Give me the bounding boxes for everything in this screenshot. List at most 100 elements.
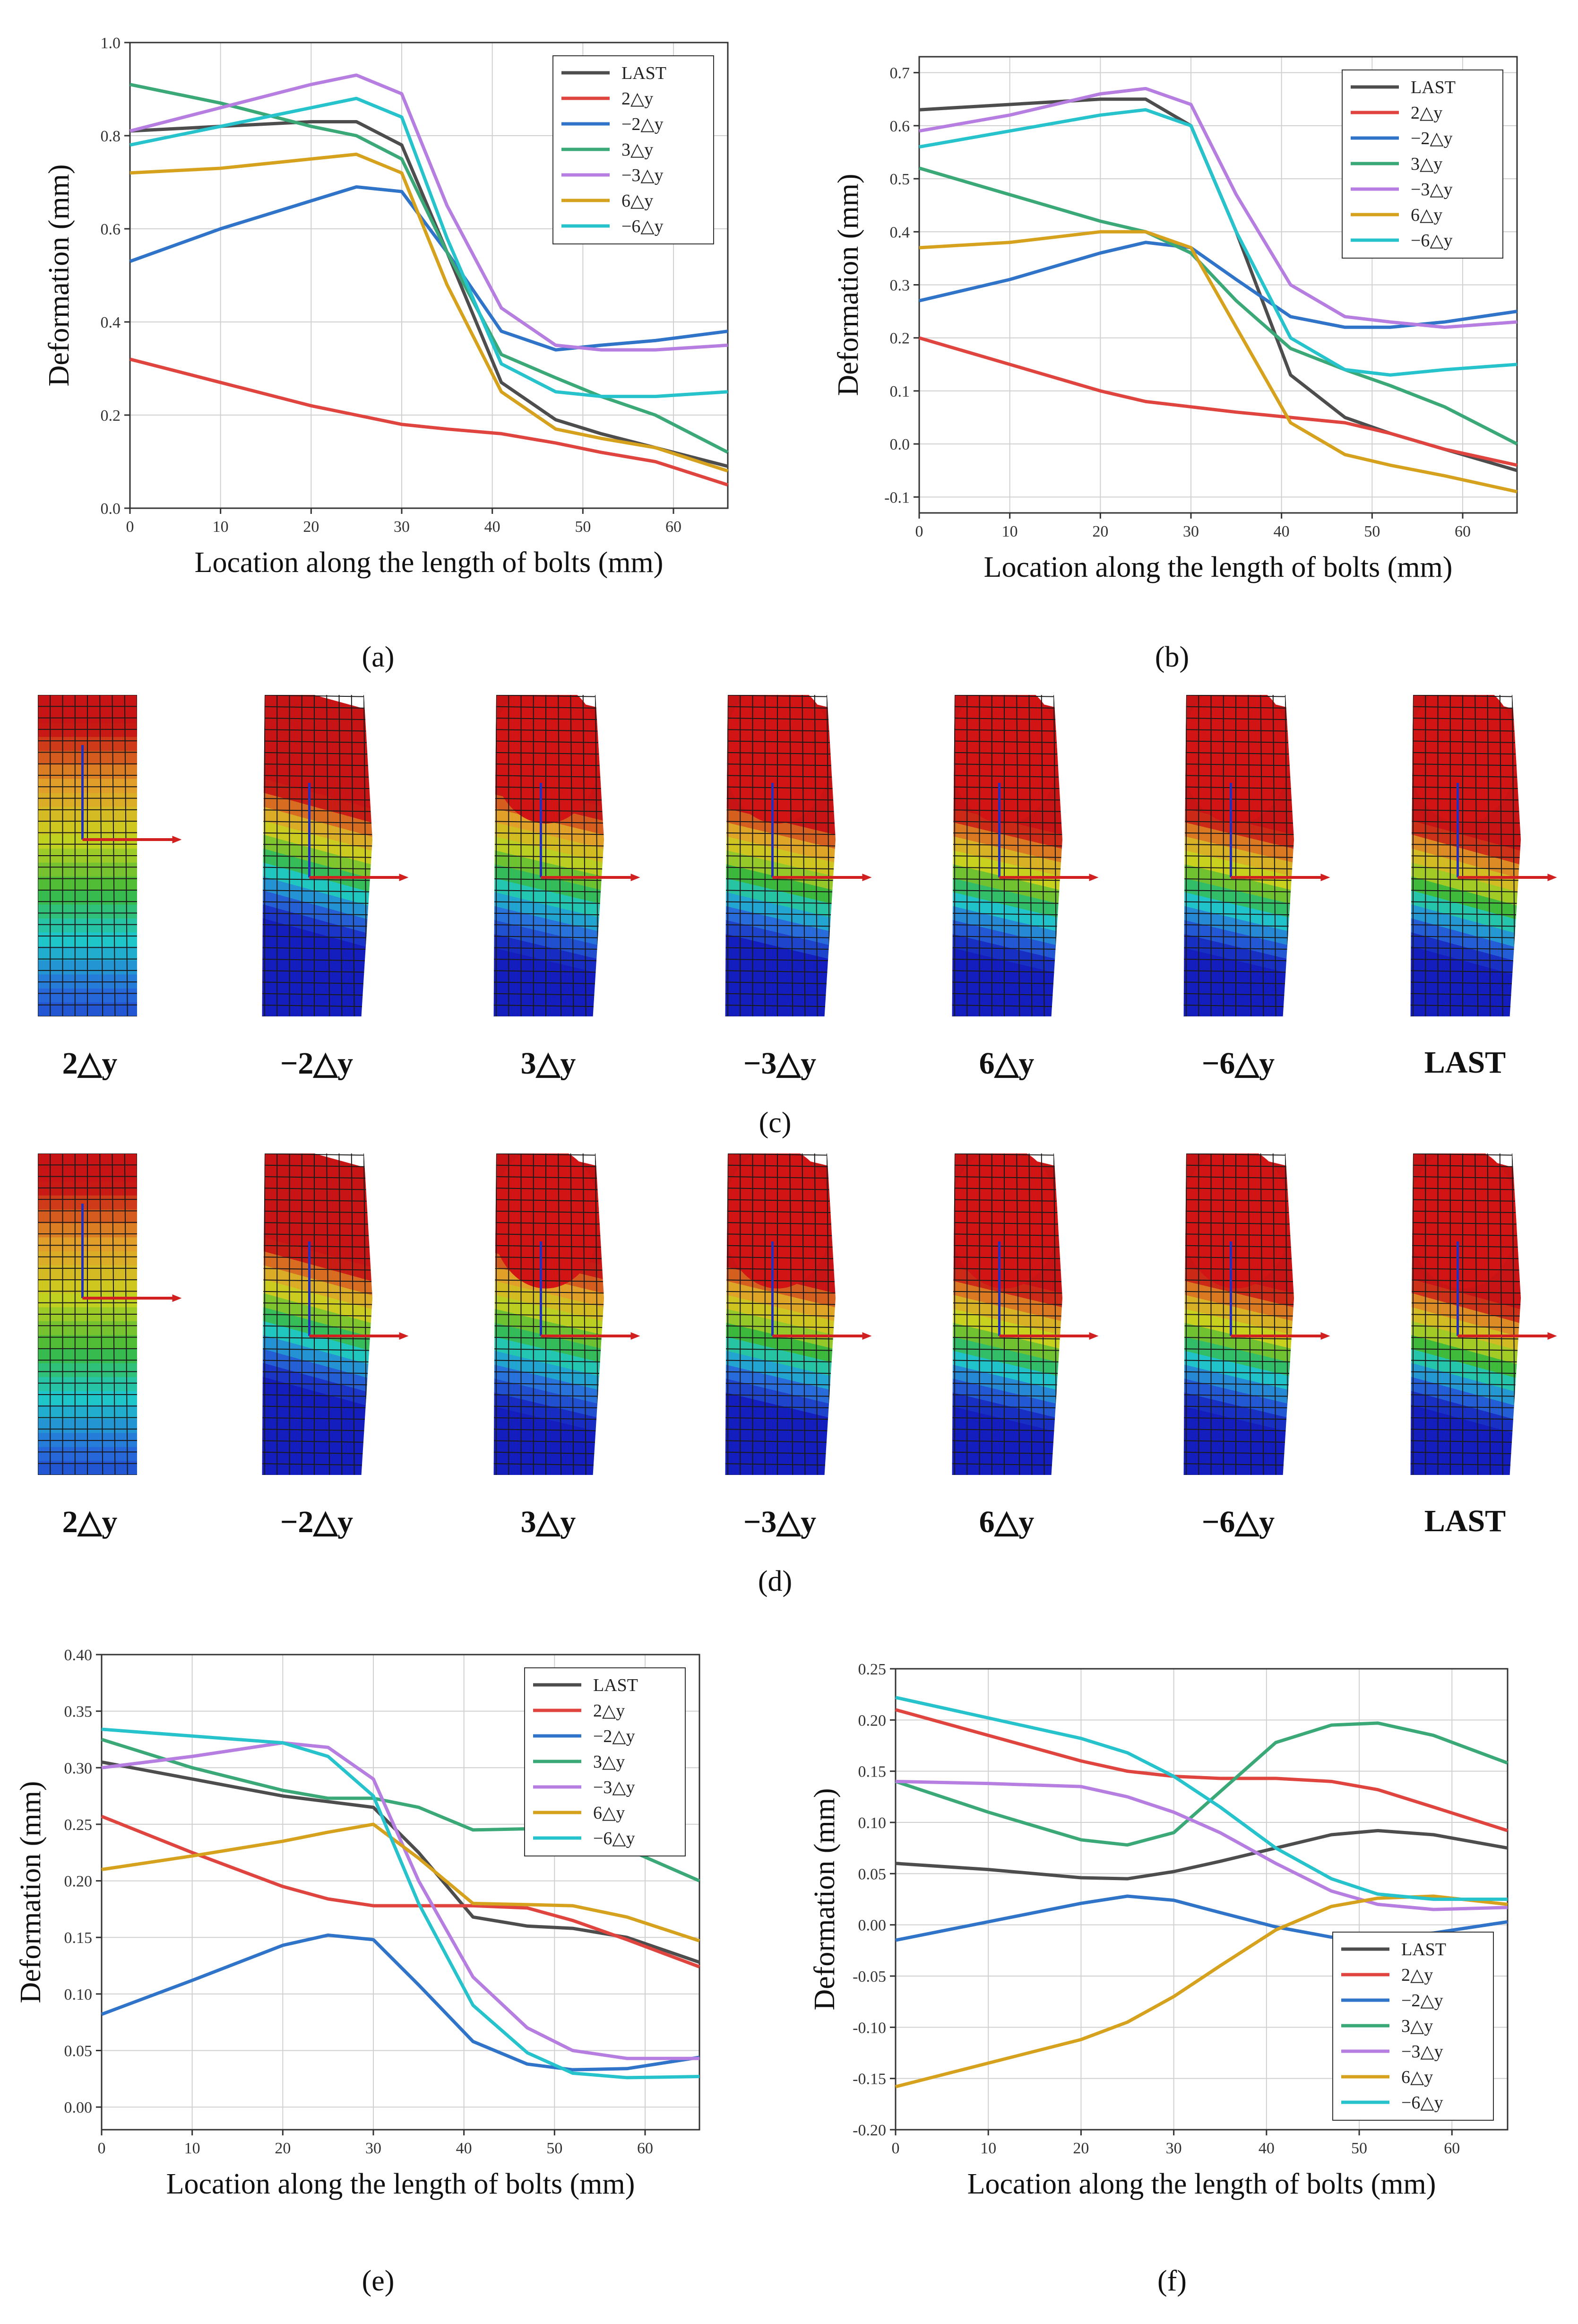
mesh-line — [493, 1233, 604, 1236]
mesh-line — [262, 763, 372, 766]
mesh-line — [262, 717, 372, 720]
mesh-line — [493, 878, 604, 881]
mesh-line — [952, 1187, 1062, 1190]
mesh-line — [262, 821, 372, 824]
mesh-line — [952, 1463, 1062, 1466]
series-line — [129, 83, 729, 454]
mesh-line — [262, 1164, 372, 1168]
mesh-line — [725, 775, 836, 778]
mesh-line — [493, 1187, 604, 1190]
plot-frame — [101, 1654, 700, 2131]
chart-b: 0 10 20 30 40 50 60 -0.1 0.0 0.1 0.2 0.3 0.4 0.5 0.6 0.… — [832, 56, 1518, 583]
mesh-line — [1183, 912, 1294, 916]
mesh-line — [725, 1474, 836, 1475]
mesh-line — [725, 936, 836, 938]
mesh-line — [1410, 867, 1521, 870]
series-line — [101, 1760, 700, 1964]
mesh-line — [493, 775, 604, 778]
series-line — [895, 1708, 1509, 1832]
chart-a: 0 10 20 30 40 50 60 0.0 0.2 0.4 0.6 0.8 1.0 Location … — [43, 35, 729, 579]
mesh-line — [1183, 1325, 1294, 1328]
x-tick-label: 0 — [892, 2140, 900, 2157]
mesh-line — [952, 821, 1062, 824]
mesh-line — [714, 1016, 841, 1018]
mesh-line — [1410, 786, 1521, 789]
bolt-load-label: −2△y — [280, 1046, 354, 1081]
mesh-line — [1410, 809, 1521, 812]
mesh-line — [725, 1187, 836, 1190]
caption-d: (d) — [758, 1565, 793, 1597]
mesh-line — [493, 706, 604, 709]
y-tick-label: 0.10 — [64, 1986, 93, 2003]
mesh-line — [493, 1325, 604, 1328]
mesh-line — [725, 1348, 836, 1351]
x-tick-label: 10 — [213, 518, 229, 536]
y-tick-label: 0.1 — [890, 383, 910, 400]
mesh-line — [1410, 1348, 1521, 1351]
x-tick-label: 50 — [575, 518, 591, 536]
mesh-line — [1028, 695, 1033, 1016]
mesh-line — [1410, 855, 1521, 858]
y-tick-label: -0.15 — [853, 2071, 886, 2088]
mesh-line — [262, 1176, 372, 1179]
mesh-line — [493, 867, 604, 870]
mesh-line — [262, 878, 372, 881]
mesh-line — [952, 1302, 1062, 1305]
bolt-contour-figure — [1139, 1149, 1337, 1480]
series-line — [129, 73, 728, 352]
bolt-load-label: LAST — [1424, 1504, 1506, 1538]
contour-band — [725, 1458, 836, 1475]
mesh-line — [725, 1291, 836, 1294]
mesh-line — [351, 1153, 355, 1475]
mesh-line — [1410, 970, 1521, 973]
x-tick-label: 60 — [1455, 523, 1471, 540]
x-tick-label: 30 — [1166, 2140, 1182, 2157]
bolt-contour-strip-c: 2△y −2△y 3△y −3△y 6△y −6△y LAST — [0, 690, 1578, 1097]
mesh-line — [1183, 1371, 1294, 1374]
mesh-line — [725, 878, 836, 881]
mesh-line — [493, 1210, 604, 1214]
x-arrowhead — [630, 1332, 640, 1340]
mesh-line — [725, 706, 836, 709]
bolt-load-label: 2△y — [62, 1046, 118, 1081]
mesh-line — [1028, 1153, 1033, 1475]
mesh-line — [1248, 1153, 1252, 1475]
mesh-line — [952, 1153, 1062, 1156]
mesh-line — [802, 1153, 806, 1475]
mesh-line — [1410, 1428, 1521, 1431]
mesh-line — [493, 1164, 604, 1168]
mesh-line — [725, 993, 836, 996]
mesh-line — [725, 740, 836, 744]
mesh-line — [326, 695, 330, 1016]
series-line — [129, 357, 729, 487]
mesh-line — [1410, 695, 1521, 697]
mesh-line — [262, 1394, 372, 1397]
contour-band — [952, 1458, 1062, 1475]
mesh-line — [952, 775, 1062, 778]
mesh-line — [725, 1279, 836, 1283]
mesh-line — [952, 740, 1062, 744]
series-line — [101, 1822, 700, 1942]
mesh-line — [1410, 706, 1521, 709]
mesh-line — [262, 958, 372, 962]
contour-band — [725, 1000, 836, 1016]
bolt-contour-figure — [907, 1149, 1106, 1480]
mesh-line — [1410, 1394, 1521, 1397]
y-tick-label: 0.00 — [64, 2099, 93, 2116]
mesh-line — [725, 1325, 836, 1328]
mesh-line — [1248, 695, 1252, 1016]
y-tick-label: 0.20 — [858, 1712, 887, 1729]
y-tick-label: 0.30 — [64, 1760, 93, 1777]
mesh-line — [952, 1164, 1062, 1168]
bolt-load-label: 3△y — [520, 1046, 576, 1081]
mesh-line — [952, 1245, 1062, 1248]
mesh-line — [262, 1371, 372, 1374]
mesh-line — [493, 1279, 604, 1283]
mesh-line — [1410, 901, 1521, 904]
mesh-line — [493, 1371, 604, 1374]
x-arrowhead — [399, 874, 409, 881]
mesh-line — [493, 993, 604, 996]
mesh-line — [952, 878, 1062, 881]
mesh-line — [493, 1291, 604, 1294]
mesh-line — [262, 889, 372, 893]
